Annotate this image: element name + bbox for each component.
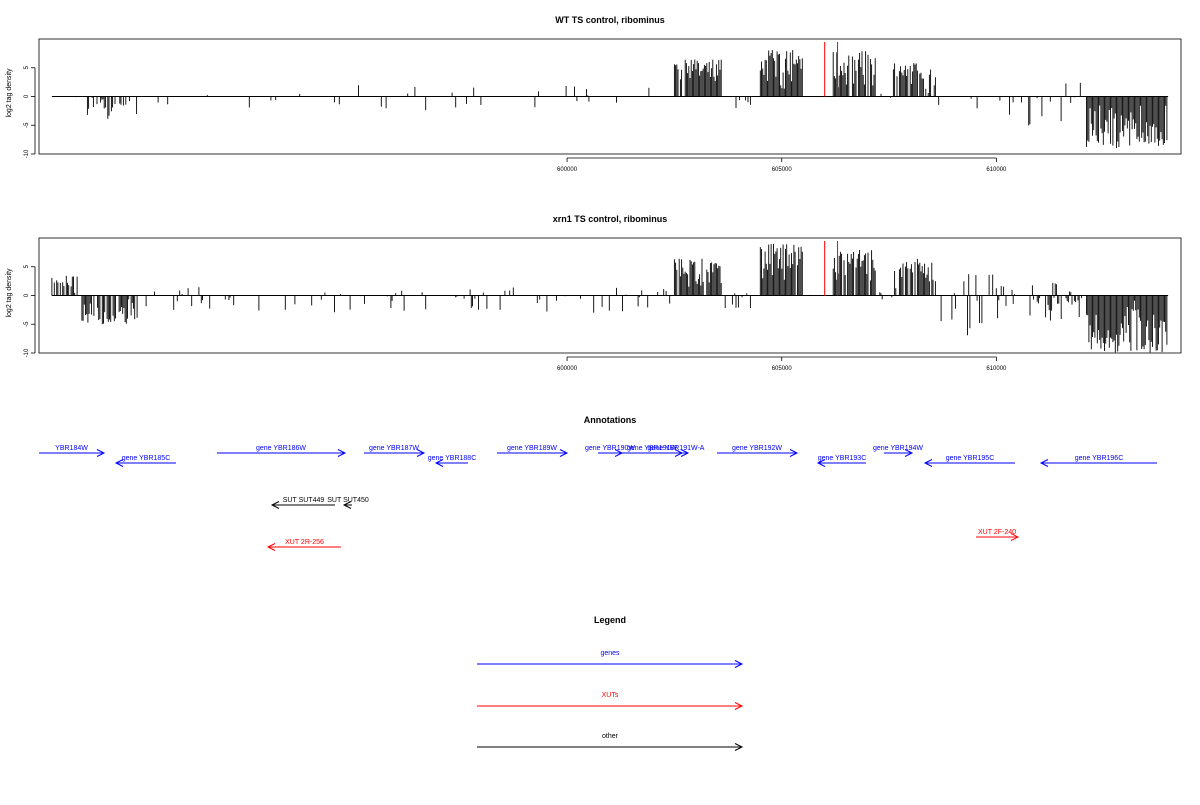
legend-label: other	[602, 733, 619, 740]
x-tick-label: 610000	[986, 366, 1007, 372]
annotation-label: gene YBR194W	[873, 445, 923, 452]
annotation-other-arrow: SUT SUT449	[270, 497, 335, 509]
y-tick-label: 0	[24, 293, 30, 297]
annotation-label: XUT 2R-256	[285, 539, 324, 546]
annotation-label: gene YBR193C	[818, 455, 867, 462]
annotation-gene-arrow: gene YBR193C	[816, 455, 867, 467]
annotations-title: Annotations	[584, 415, 637, 425]
annotation-gene-arrow: gene YBR186W	[217, 445, 347, 457]
annotation-gene-arrow: gene YBR191W-A	[648, 445, 705, 457]
annotation-label: gene YBR186W	[256, 445, 306, 452]
annotations-section: Annotations YBR184W gene YBR185C gene YBR1…	[39, 415, 1157, 551]
annotation-gene-arrow: gene YBR189W	[497, 445, 569, 457]
annotation-other-arrow: SUT SUT450	[327, 497, 369, 509]
y-tick-label: -10	[24, 348, 30, 357]
y-axis-label: log2 tag density	[6, 68, 13, 118]
annotation-gene-arrow: gene YBR192W	[717, 445, 799, 457]
annotation-gene-arrow: gene YBR185C	[114, 455, 176, 467]
tick-group: -10 -5 0 5 600000 605000 610000	[24, 264, 1007, 372]
annotation-gene-arrow: gene YBR195C	[923, 455, 1015, 467]
y-tick-label: -5	[24, 321, 30, 327]
legend-xut-arrow: XUTs	[477, 692, 744, 710]
x-tick-label: 600000	[557, 366, 578, 372]
annotation-label: gene YBR191W-A	[648, 445, 705, 452]
annotation-label: gene YBR185C	[122, 455, 171, 462]
annotation-label: YBR184W	[55, 445, 88, 452]
annotation-label: gene YBR187W	[369, 445, 419, 452]
x-tick-label: 605000	[772, 366, 793, 372]
legend-section: Legend genes XUTs other	[477, 615, 744, 751]
track-panel-xrn1: xrn1 TS control, ribominus log2 tag dens…	[6, 214, 1182, 372]
panel-title: xrn1 TS control, ribominus	[553, 214, 668, 224]
tick-group: -10 -5 0 5 600000 605000 610000	[24, 65, 1007, 173]
annotation-label: gene YBR188C	[428, 455, 477, 462]
x-tick-label: 605000	[772, 167, 793, 173]
annotation-label: SUT SUT450	[327, 497, 369, 504]
annotation-gene-arrow: gene YBR187W	[364, 445, 426, 457]
annotation-gene-arrow: gene YBR196C	[1039, 455, 1157, 467]
annotation-label: SUT SUT449	[283, 497, 325, 504]
y-tick-label: 5	[24, 264, 30, 268]
y-tick-label: -5	[24, 122, 30, 128]
annotation-gene-arrow: gene YBR194W	[873, 445, 923, 457]
bar-group	[51, 241, 1169, 353]
x-tick-label: 610000	[986, 167, 1007, 173]
y-axis-label: log2 tag density	[6, 268, 13, 318]
annotation-label: XUT 2F-240	[978, 529, 1016, 536]
plot-frame	[38, 237, 1182, 354]
plot-frame	[38, 38, 1182, 155]
annotation-gene-arrow: YBR184W	[39, 445, 106, 457]
legend-label: XUTs	[602, 692, 619, 699]
annotation-xut-arrow: XUT 2F-240	[976, 529, 1020, 541]
legend-gene-arrow: genes	[477, 650, 744, 668]
legend-other-arrow: other	[477, 733, 744, 751]
y-tick-label: 0	[24, 94, 30, 98]
annotation-label: gene YBR195C	[946, 455, 995, 462]
x-tick-label: 600000	[557, 167, 578, 173]
bar-group	[51, 42, 1169, 149]
y-tick-label: -10	[24, 149, 30, 158]
panel-title: WT TS control, ribominus	[555, 15, 665, 25]
annotation-gene-arrow: gene YBR188C	[428, 455, 477, 467]
annotation-label: gene YBR192W	[732, 445, 782, 452]
annotation-label: gene YBR191W	[627, 445, 677, 452]
annotation-label: gene YBR189W	[507, 445, 557, 452]
annotation-label: gene YBR196C	[1075, 455, 1124, 462]
legend-label: genes	[600, 650, 620, 657]
y-tick-label: 5	[24, 65, 30, 69]
annotation-xut-arrow: XUT 2R-256	[266, 539, 341, 551]
annotation-label: gene YBR190W	[585, 445, 635, 452]
track-panel-wt: WT TS control, ribominus log2 tag densit…	[6, 15, 1182, 173]
legend-title: Legend	[594, 615, 626, 625]
